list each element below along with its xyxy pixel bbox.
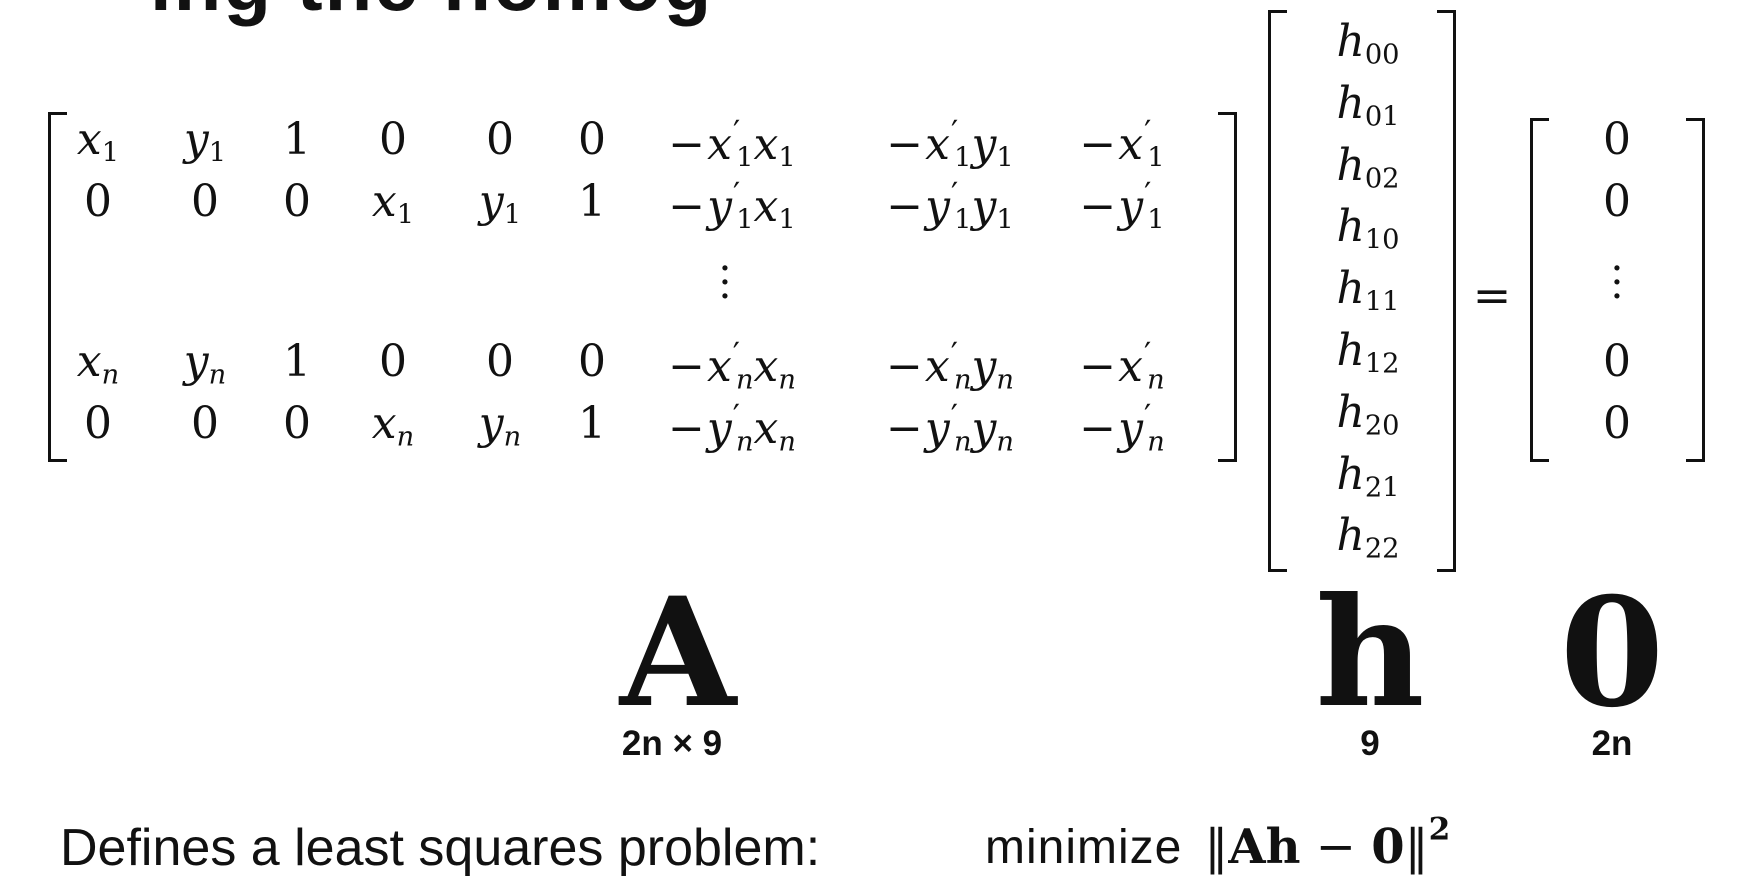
matrix-a-entry: 0 xyxy=(191,176,219,227)
matrix-a-entry: 0 xyxy=(379,336,407,387)
matrix-a-entry: 0 xyxy=(84,176,112,227)
matrix-a-entry: −x′nxn xyxy=(668,337,796,396)
matrix-a-entry: yn xyxy=(183,336,227,391)
matrix-a-entry: 0 xyxy=(283,176,311,227)
matrix-a-entry: −x′1 xyxy=(1079,115,1165,174)
matrix-a-entry: −x′1x1 xyxy=(668,115,796,174)
matrix-a-entry: −y′1 xyxy=(1079,177,1165,236)
vector-zero-left-bracket xyxy=(1530,118,1549,462)
vector-h-entry: h00 xyxy=(1336,16,1400,71)
symbol-h-dimensions: 9 xyxy=(1360,724,1380,763)
matrix-a-left-bracket xyxy=(48,112,67,462)
matrix-a-entry: −y′1y1 xyxy=(886,177,1014,236)
matrix-a-entry: 0 xyxy=(379,114,407,165)
matrix-a-entry: 0 xyxy=(578,336,606,387)
vector-h-entry: h22 xyxy=(1336,510,1400,566)
matrix-a-entry: 0 xyxy=(283,398,311,449)
matrix-a-entry: −y′nyn xyxy=(886,399,1014,458)
matrix-a-entry: 0 xyxy=(486,336,514,387)
matrix-a-entry: 1 xyxy=(578,398,606,449)
matrix-a-entry: xn xyxy=(76,336,120,391)
matrix-a-entry: −x′n xyxy=(1079,337,1165,396)
vector-zero-entry: 0 xyxy=(1603,176,1631,227)
matrix-a-entry: −y′nxn xyxy=(668,399,796,458)
matrix-a-entry: x1 xyxy=(76,114,120,169)
objective-norm-close: ‖ xyxy=(1404,819,1429,876)
vector-zero-entry: 0 xyxy=(1603,114,1631,165)
objective-norm-open: ‖ xyxy=(1204,819,1229,876)
matrix-a-entry: 0 xyxy=(578,114,606,165)
objective-vector-h: h xyxy=(1265,819,1301,876)
matrix-a-entry: xn xyxy=(371,398,415,453)
matrix-a-entry: −y′n xyxy=(1079,399,1165,458)
matrix-a-entry: y1 xyxy=(183,114,227,169)
symbol-h: h xyxy=(1315,565,1425,741)
matrix-a-entry: 0 xyxy=(191,398,219,449)
vector-h-left-bracket xyxy=(1268,10,1287,572)
matrix-a-vertical-ellipsis: · · · xyxy=(718,246,732,320)
objective-matrix-a: A xyxy=(1228,819,1266,876)
symbol-a: A xyxy=(619,565,737,741)
least-squares-caption: Defines a least squares problem: xyxy=(60,819,821,877)
objective-expression: ‖Ah − 0‖2 xyxy=(1204,812,1450,876)
objective-power: 2 xyxy=(1428,812,1451,848)
objective-zero-vector: 0 xyxy=(1371,819,1405,876)
vector-h-entry: h02 xyxy=(1336,139,1400,195)
least-squares-objective: minimize ‖Ah − 0‖2 xyxy=(985,812,1450,875)
vector-h-entry: h20 xyxy=(1336,386,1400,442)
matrix-a-entry: x1 xyxy=(371,176,415,231)
matrix-a-entry: −y′1x1 xyxy=(668,177,796,236)
matrix-a-entry: −x′1y1 xyxy=(886,115,1014,174)
slide-title-fragment: ing the homog xyxy=(150,0,713,29)
objective-minus: − xyxy=(1300,819,1372,876)
matrix-a-entry: 1 xyxy=(578,176,606,227)
symbol-zero: 0 xyxy=(1559,565,1665,741)
vector-h-entry: h10 xyxy=(1336,201,1400,257)
vector-h-entry: h01 xyxy=(1336,77,1400,133)
matrix-a-entry: 1 xyxy=(283,336,311,387)
vector-h-right-bracket xyxy=(1437,10,1456,572)
vector-h-entry: h11 xyxy=(1336,263,1400,318)
vector-zero-right-bracket xyxy=(1686,118,1705,462)
matrix-a-entry: 1 xyxy=(283,114,311,165)
matrix-a-entry: 0 xyxy=(486,114,514,165)
matrix-a-entry: −x′nyn xyxy=(886,337,1014,396)
equals-sign: = xyxy=(1472,268,1512,322)
symbol-a-dimensions: 2n × 9 xyxy=(621,724,723,763)
matrix-a-entry: y1 xyxy=(478,176,522,231)
vector-zero-entry: 0 xyxy=(1603,398,1631,449)
vector-zero-vertical-ellipsis: · · · xyxy=(1610,246,1624,320)
matrix-a-entry: 0 xyxy=(84,398,112,449)
matrix-a-right-bracket xyxy=(1218,112,1237,462)
vector-h-entry: h21 xyxy=(1336,448,1400,504)
vector-h-entry: h12 xyxy=(1336,325,1400,380)
symbol-zero-dimensions: 2n xyxy=(1591,724,1633,763)
matrix-a-entry: yn xyxy=(478,398,522,453)
vector-zero-entry: 0 xyxy=(1603,336,1631,387)
objective-minimize-word: minimize xyxy=(985,821,1183,875)
